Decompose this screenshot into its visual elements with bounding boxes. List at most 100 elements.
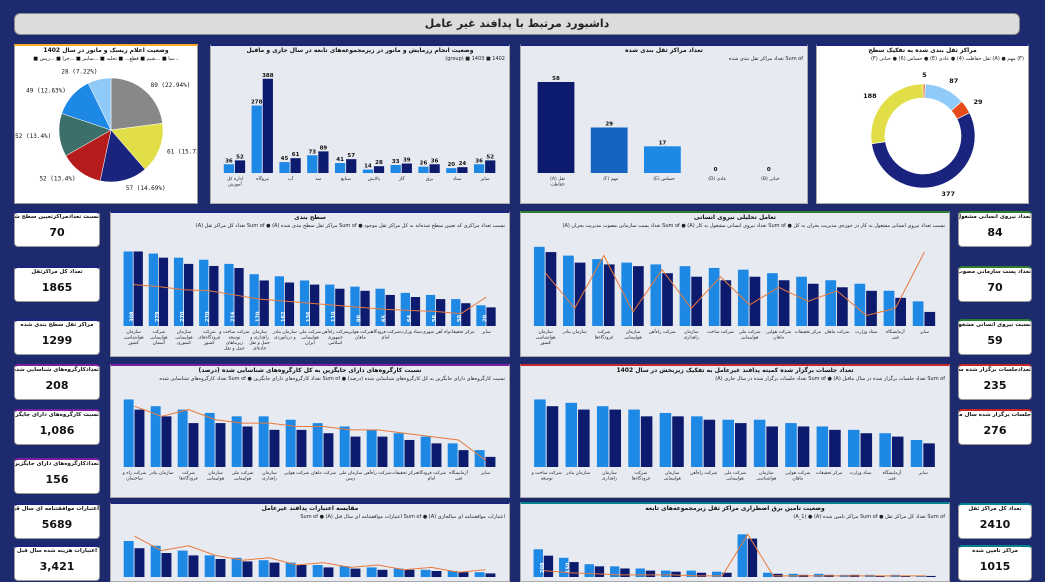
- bar: [223, 164, 235, 173]
- pie-slice-label: 52 (13.4%): [15, 133, 51, 140]
- trend-line: [133, 284, 487, 315]
- bar: [184, 263, 194, 326]
- kpi-card: مراکز ثقل سطح بندی شده 1299: [14, 319, 100, 355]
- kpi-label: اعتبارات موافقتنامه ای سال قبل: [15, 506, 99, 512]
- category-label: سازمان هواپیمایی: [207, 471, 225, 482]
- bar: [753, 419, 766, 467]
- category-label: مرکز تحقیقات: [448, 329, 475, 335]
- bar: [635, 568, 645, 577]
- donut-label: 188: [863, 92, 877, 100]
- bar-data-label: 65: [382, 315, 388, 322]
- bar: [703, 419, 716, 467]
- bar: [350, 286, 360, 326]
- gravity-centers-chart: تعداد مراکز ثقل بندی شده Sum of تعداد مر…: [520, 44, 808, 204]
- bar: [486, 307, 496, 326]
- bar: [431, 571, 442, 577]
- bar: [712, 571, 722, 577]
- bar-value-label: 0: [714, 167, 718, 173]
- bar-plot: 208 150: [533, 533, 936, 577]
- bar-value-label: 388: [262, 73, 274, 79]
- kpi-value: 1865: [41, 281, 73, 294]
- bar: [474, 572, 485, 577]
- bar: [334, 163, 346, 173]
- emergency-power-chart: وضعیت تامین برق اضطراری مراکز ثقل زیرمجم…: [520, 502, 950, 582]
- bar-value-label: 14: [364, 164, 372, 170]
- bar: [807, 283, 819, 326]
- bar-value-label: 0: [767, 167, 771, 173]
- kpi-card: اعتبارات هزینه شده سال قبل 3,421: [14, 545, 100, 581]
- bar: [262, 78, 273, 173]
- category-label: پالایش: [368, 177, 381, 182]
- bar-plot: 58 29 17 0 0 (A) ثقل حفاظت (F) مهم (E) حساس (D) ع…: [537, 76, 780, 188]
- kpi-value: 208: [45, 379, 69, 392]
- category-label: راه آهن شهری: [422, 329, 450, 335]
- bar-data-label: 308: [130, 311, 136, 322]
- bar: [133, 251, 143, 326]
- bar: [362, 169, 374, 173]
- category-label: آزمایشگاه فنی: [886, 328, 905, 341]
- bar: [377, 436, 388, 467]
- bar: [161, 416, 172, 467]
- bar-value-label: 61: [292, 152, 300, 158]
- chart-title: وضعیت انجام رزمایش و مانور در زیرمجموعه‌…: [246, 47, 474, 54]
- category-label: برق: [426, 177, 433, 182]
- chart-legend: Sum of تعداد مراکز ثقل بندی شده: [728, 56, 803, 62]
- bar-data-label: 270: [180, 311, 186, 322]
- bar: [837, 287, 848, 326]
- bar: [662, 273, 673, 326]
- bar: [285, 419, 296, 467]
- bar: [350, 568, 361, 577]
- bar: [269, 429, 280, 467]
- bar: [393, 433, 404, 467]
- pie-slice: [110, 123, 164, 170]
- bar: [891, 436, 904, 467]
- bar: [485, 573, 496, 577]
- bar: [312, 423, 323, 467]
- category-label: شرکت فرودگاه امام: [371, 328, 400, 341]
- bar: [215, 559, 226, 577]
- bar: [640, 416, 653, 467]
- chart-legend: نسبت کارگروه‌های دارای جایگزین به کل کار…: [159, 376, 505, 382]
- category-label: مرکز تحقیقات: [391, 470, 418, 476]
- category-label: شرکت راه‌آهن: [364, 470, 391, 476]
- bar: [691, 416, 703, 467]
- category-label: شرکت هوایی ماهان: [766, 329, 791, 341]
- category-label: شرکت ساخت و توسعه زیربناهای حمل و نقل: [218, 329, 249, 352]
- category-label: (B) حیاتی: [761, 176, 780, 182]
- workgroup-chart: نسبت کارگروه‌های دارای جایگزین به کل کار…: [110, 364, 510, 498]
- bar: [866, 290, 877, 326]
- bar: [773, 573, 783, 577]
- bar: [461, 303, 471, 326]
- bar: [534, 399, 546, 467]
- bar: [926, 575, 936, 577]
- donut-slice: [870, 83, 924, 145]
- category-label: آزمایشگاه فنی: [449, 469, 468, 482]
- bar: [447, 443, 458, 467]
- kpi-value: 156: [45, 473, 69, 486]
- bar: [234, 268, 244, 326]
- bar-data-label: 270: [205, 311, 211, 322]
- trend-line: [545, 251, 925, 316]
- category-label: ستاد وزارت: [400, 330, 422, 335]
- kpi-value: 70: [49, 226, 65, 239]
- donut-label: 29: [974, 98, 984, 106]
- risk-pie-legend: ...سا ■ ...شیم ■ قطع... ■ تخلیه ■ ...سای…: [33, 56, 179, 62]
- donut-label: 377: [941, 190, 955, 198]
- bar: [134, 409, 145, 467]
- category-label: مرکز تحقیقات: [795, 329, 822, 335]
- bar: [279, 162, 290, 173]
- category-label: سازمان هواپیمایی کشوری: [175, 330, 193, 346]
- category-label: شرکت ملی هواپیمایی: [724, 470, 746, 482]
- bar: [796, 276, 807, 326]
- kpi-card: جلسات برگزار شده سال ماقبل 276: [958, 409, 1032, 445]
- bar: [296, 429, 307, 467]
- bar: [161, 553, 172, 577]
- kpi-label: تعداد کل مراکز ثقل: [968, 506, 1022, 512]
- category-label: آزمایشگاه فنی: [883, 469, 902, 482]
- bar: [661, 570, 671, 577]
- bar: [620, 568, 630, 577]
- bar: [603, 264, 615, 326]
- kpi-label: مراکز تامین شده: [972, 548, 1018, 554]
